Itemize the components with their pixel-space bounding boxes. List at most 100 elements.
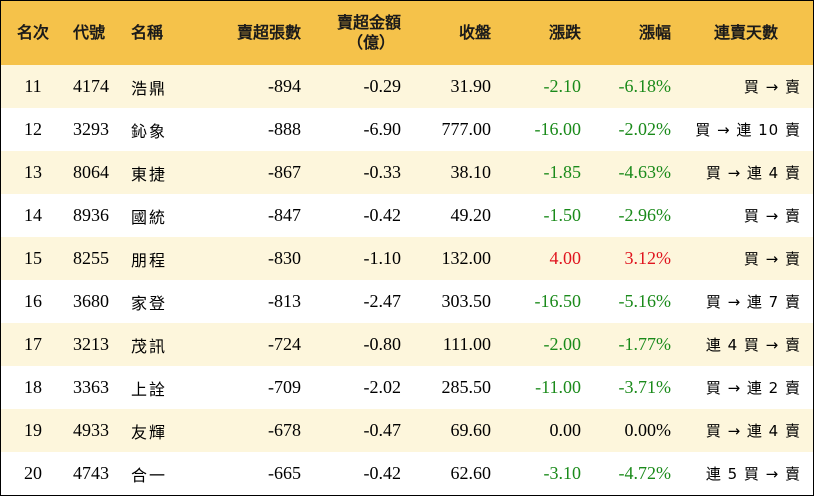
cell-code: 4743	[73, 463, 109, 483]
table-row[interactable]: 15 8255 朋程 -830 -1.10 132.00 4.00 3.12% 買 → 賣	[1, 237, 813, 280]
cell-consec-days: 買 → 賣	[743, 250, 801, 268]
cell-code: 4174	[73, 76, 109, 96]
cell-sell-shares: -813	[268, 291, 301, 311]
header-sell-amount-line1: 賣超金額	[336, 13, 401, 32]
cell-sell-amount: -0.42	[363, 463, 402, 483]
cell-sell-amount: -0.47	[363, 420, 402, 440]
cell-sell-amount: -0.33	[363, 162, 402, 182]
cell-sell-amount: -0.29	[363, 76, 402, 96]
cell-rank: 17	[24, 334, 42, 354]
header-row: 名次 代號 名稱 賣超張數 賣超金額 （億） 收盤 漲跌 漲幅 連賣天數	[1, 1, 813, 65]
table-row[interactable]: 20 4743 合一 -665 -0.42 62.60 -3.10 -4.72% 連 5 買 →…	[1, 452, 813, 495]
cell-sell-shares: -830	[268, 248, 301, 268]
cell-consec-days: 買 → 賣	[743, 207, 801, 225]
cell-rank: 20	[24, 463, 42, 483]
header-name[interactable]: 名稱	[131, 23, 164, 42]
cell-change: -1.85	[543, 162, 582, 182]
header-sell-shares[interactable]: 賣超張數	[236, 23, 301, 42]
cell-rank: 19	[24, 420, 42, 440]
cell-name: 友輝	[131, 422, 168, 442]
cell-code: 3680	[73, 291, 109, 311]
cell-change-pct: -6.18%	[618, 76, 672, 96]
cell-sell-amount: -2.02	[363, 377, 402, 397]
cell-change: -2.00	[543, 334, 582, 354]
header-sell-amount[interactable]: 賣超金額 （億）	[309, 1, 409, 65]
table-row[interactable]: 14 8936 國統 -847 -0.42 49.20 -1.50 -2.96% 買 → 賣	[1, 194, 813, 237]
cell-name: 浩鼎	[131, 78, 168, 98]
cell-sell-amount: -0.42	[363, 205, 402, 225]
header-change[interactable]: 漲跌	[548, 23, 581, 42]
cell-sell-shares: -888	[268, 119, 301, 139]
header-sell-amount-line2: （億）	[346, 33, 395, 52]
header-rank[interactable]: 名次	[16, 23, 49, 42]
table-row[interactable]: 18 3363 上詮 -709 -2.02 285.50 -11.00 -3.71% 買 → 連…	[1, 366, 813, 409]
cell-sell-amount: -0.80	[363, 334, 402, 354]
header-close[interactable]: 收盤	[458, 23, 491, 42]
cell-change-pct: -4.72%	[618, 463, 672, 483]
cell-sell-shares: -724	[268, 334, 301, 354]
cell-close: 777.00	[441, 119, 492, 139]
cell-change: -11.00	[535, 377, 581, 397]
cell-consec-days: 買 → 賣	[743, 78, 801, 96]
cell-name: 上詮	[131, 379, 168, 399]
cell-code: 4933	[73, 420, 109, 440]
cell-change-pct: -1.77%	[618, 334, 672, 354]
header-consec-days[interactable]: 連賣天數	[713, 23, 778, 42]
cell-sell-shares: -894	[268, 76, 301, 96]
cell-change: 0.00	[549, 420, 582, 440]
table-row[interactable]: 12 3293 鈊象 -888 -6.90 777.00 -16.00 -2.02% 買 → 連…	[1, 108, 813, 151]
cell-consec-days: 買 → 連 2 賣	[705, 379, 801, 397]
cell-close: 69.60	[450, 420, 492, 440]
cell-sell-amount: -1.10	[363, 248, 402, 268]
cell-consec-days: 連 5 買 → 賣	[705, 465, 801, 483]
cell-close: 38.10	[450, 162, 492, 182]
cell-close: 303.50	[441, 291, 492, 311]
cell-close: 31.90	[450, 76, 492, 96]
cell-sell-amount: -2.47	[363, 291, 402, 311]
cell-change-pct: -3.71%	[618, 377, 672, 397]
cell-rank: 11	[24, 76, 42, 96]
cell-change: -3.10	[543, 463, 582, 483]
cell-name: 家登	[131, 293, 168, 313]
table-header: 名次 代號 名稱 賣超張數 賣超金額 （億） 收盤 漲跌 漲幅 連賣天數	[1, 1, 813, 65]
cell-rank: 14	[24, 205, 42, 225]
cell-name: 鈊象	[131, 121, 168, 141]
table-row[interactable]: 17 3213 茂訊 -724 -0.80 111.00 -2.00 -1.77% 連 4 買 …	[1, 323, 813, 366]
cell-change-pct: -4.63%	[618, 162, 672, 182]
table-row[interactable]: 11 4174 浩鼎 -894 -0.29 31.90 -2.10 -6.18% 買 → 賣	[1, 65, 813, 108]
cell-close: 62.60	[450, 463, 492, 483]
cell-change-pct: 0.00%	[624, 420, 672, 440]
cell-change-pct: -5.16%	[618, 291, 672, 311]
cell-change-pct: 3.12%	[624, 248, 672, 268]
header-code[interactable]: 代號	[73, 23, 106, 42]
cell-rank: 18	[24, 377, 42, 397]
cell-rank: 12	[24, 119, 42, 139]
cell-consec-days: 買 → 連 7 賣	[705, 293, 801, 311]
cell-name: 國統	[131, 207, 168, 227]
cell-change: -16.00	[534, 119, 582, 139]
cell-name: 茂訊	[131, 336, 168, 356]
cell-close: 132.00	[441, 248, 492, 268]
cell-change: -2.10	[543, 76, 582, 96]
cell-change-pct: -2.02%	[618, 119, 672, 139]
cell-name: 合一	[131, 465, 168, 485]
cell-consec-days: 連 4 買 → 賣	[705, 336, 801, 354]
table-row[interactable]: 16 3680 家登 -813 -2.47 303.50 -16.50 -5.16% 買 → 連…	[1, 280, 813, 323]
cell-close: 111.00	[442, 334, 491, 354]
cell-change-pct: -2.96%	[618, 205, 672, 225]
cell-rank: 13	[24, 162, 42, 182]
cell-change: -1.50	[543, 205, 582, 225]
cell-sell-shares: -867	[268, 162, 301, 182]
cell-sell-amount: -6.90	[363, 119, 402, 139]
cell-code: 8255	[73, 248, 109, 268]
cell-consec-days: 買 → 連 10 賣	[695, 121, 801, 139]
table-row[interactable]: 19 4933 友輝 -678 -0.47 69.60 0.00 0.00% 買 → 連 4 賣	[1, 409, 813, 452]
cell-rank: 16	[24, 291, 42, 311]
cell-consec-days: 買 → 連 4 賣	[705, 422, 801, 440]
header-change-pct[interactable]: 漲幅	[638, 23, 671, 42]
cell-rank: 15	[24, 248, 42, 268]
cell-code: 3293	[73, 119, 109, 139]
table-row[interactable]: 13 8064 東捷 -867 -0.33 38.10 -1.85 -4.63% 買 → 連 4…	[1, 151, 813, 194]
